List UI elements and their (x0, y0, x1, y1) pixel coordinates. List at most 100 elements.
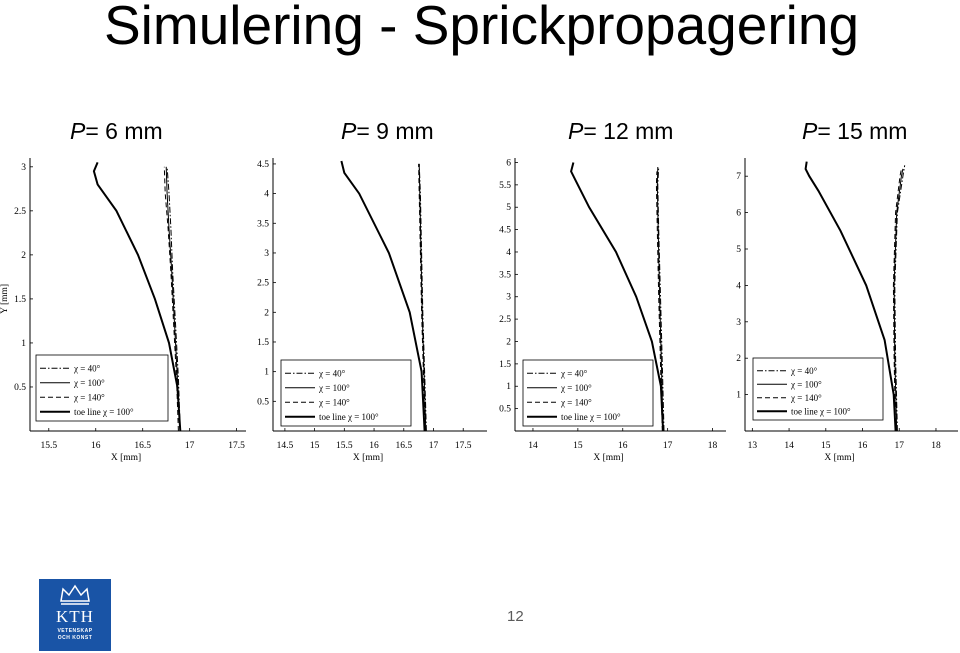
y-tick-label: 4.5 (257, 160, 269, 170)
legend-label: χ = 40° (560, 368, 588, 378)
x-tick-label: 14 (784, 441, 794, 451)
x-tick-label: 15.5 (40, 441, 57, 451)
x-tick-label: 14 (528, 441, 538, 451)
legend-box (35, 354, 169, 422)
chart-p9: 0.5 1 1.5 2 2.5 3 3.5 4 4.5 14.5 15 15.5 16 16.5 17 17.… (257, 158, 487, 463)
y-tick-label: 2 (21, 251, 26, 261)
legend-box (752, 357, 884, 421)
series-line (340, 160, 426, 432)
logo-subtext-1: VETENSKAP (57, 628, 93, 634)
logo-subtext-2: OCH KONST (57, 635, 93, 641)
legend-box (522, 359, 654, 427)
x-tick-label: 15 (310, 441, 320, 451)
x-tick-label: 17.5 (455, 441, 472, 451)
logo-text: KTH (56, 607, 94, 626)
y-tick-label: 5 (506, 203, 511, 213)
crown-icon (60, 584, 90, 605)
series-line (165, 166, 181, 432)
legend-label: χ = 140° (560, 397, 592, 407)
y-tick-label: 4 (506, 248, 511, 258)
series-line (893, 168, 904, 432)
legend-label: χ = 140° (73, 392, 105, 402)
series-line (656, 166, 664, 432)
y-tick-label: 1 (264, 368, 269, 378)
x-tick-label: 16.5 (134, 441, 151, 451)
y-tick-label: 1.5 (14, 295, 26, 305)
x-tick-label: 17.5 (228, 441, 245, 451)
y-tick-label: 1 (21, 339, 26, 349)
x-tick-label: 18 (931, 441, 941, 451)
y-tick-label: 1 (736, 391, 741, 401)
y-tick-label: 2 (736, 354, 741, 364)
legend-label: toe line χ = 100° (74, 407, 134, 417)
legend-label: χ = 40° (318, 368, 346, 378)
x-tick-label: 15 (821, 441, 831, 451)
y-tick-label: 2.5 (257, 279, 269, 289)
page-number: 12 (507, 608, 524, 625)
x-axis-label: X [mm] (824, 453, 854, 463)
chart-p12: 0.5 1 1.5 2 2.5 3 3.5 4 4.5 5 5.5 6 14 15 16 17 18 X [mm]… (499, 158, 726, 463)
x-tick-label: 16 (618, 441, 628, 451)
y-tick-label: 1 (506, 382, 511, 392)
y-tick-label: 4 (264, 190, 269, 200)
x-tick-label: 14.5 (277, 441, 294, 451)
x-axis-label: X [mm] (593, 453, 623, 463)
series-line (804, 161, 897, 432)
legend-label: χ = 100° (790, 379, 822, 389)
y-tick-label: 3.5 (257, 219, 269, 229)
series-line (166, 166, 181, 432)
legend-label: χ = 140° (318, 397, 350, 407)
x-axis-label: X [mm] (353, 453, 383, 463)
series-line (894, 165, 906, 432)
y-tick-label: 5.5 (499, 181, 511, 191)
y-tick-label: 2 (506, 337, 511, 347)
y-tick-label: 0.5 (14, 383, 26, 393)
legend-label: χ = 40° (73, 363, 101, 373)
series-line (418, 163, 426, 432)
legend-label: χ = 100° (73, 378, 105, 388)
x-tick-label: 16 (91, 441, 101, 451)
x-tick-label: 18 (708, 441, 718, 451)
chart-title-p15: P= 15 mm (802, 118, 908, 144)
y-tick-label: 6 (736, 209, 741, 219)
x-tick-label: 15.5 (336, 441, 353, 451)
y-tick-label: 5 (736, 245, 741, 255)
y-tick-label: 3 (736, 318, 741, 328)
series-line (418, 163, 427, 432)
y-tick-label: 3 (506, 293, 511, 303)
legend-label: toe line χ = 100° (319, 412, 379, 422)
x-tick-label: 15 (573, 441, 583, 451)
y-tick-label: 6 (506, 158, 511, 168)
y-tick-label: 7 (736, 172, 741, 182)
series-line (92, 162, 182, 432)
x-tick-label: 17 (429, 441, 439, 451)
y-tick-label: 1.5 (257, 338, 269, 348)
y-tick-label: 2 (264, 308, 269, 318)
legend-label: χ = 100° (560, 383, 592, 393)
chart-p6: 0.5 1 1.5 2 2.5 3 15.5 16 16.5 17 17.5 X [mm] Y [mm]… (0, 158, 246, 463)
x-tick-label: 17 (894, 441, 904, 451)
series-line (655, 171, 663, 432)
y-tick-label: 4 (736, 281, 741, 291)
chart-title-p6: P= 6 mm (70, 118, 163, 144)
legend-label: toe line χ = 100° (561, 412, 621, 422)
x-tick-label: 17 (185, 441, 195, 451)
x-tick-label: 17 (663, 441, 673, 451)
x-tick-label: 16 (858, 441, 868, 451)
chart-p15: 1 2 3 4 5 6 7 13 14 15 16 17 18 X [mm] χ = 40° χ = 100°… (736, 158, 958, 463)
legend-label: toe line χ = 100° (791, 406, 851, 416)
y-tick-label: 2.5 (499, 315, 511, 325)
series-line (570, 162, 665, 432)
y-tick-label: 1.5 (499, 360, 511, 370)
legend-box (280, 359, 412, 427)
slide-title: Simulering - Sprickpropagering (104, 0, 860, 56)
chart-title-p9: P= 9 mm (341, 118, 434, 144)
y-axis-label: Y [mm] (0, 284, 10, 314)
x-tick-label: 16.5 (395, 441, 412, 451)
chart-title-p12: P= 12 mm (568, 118, 674, 144)
y-tick-label: 3.5 (499, 270, 511, 280)
x-tick-label: 13 (748, 441, 758, 451)
y-tick-label: 3 (264, 249, 269, 259)
legend-label: χ = 100° (318, 383, 350, 393)
x-axis-label: X [mm] (111, 453, 141, 463)
